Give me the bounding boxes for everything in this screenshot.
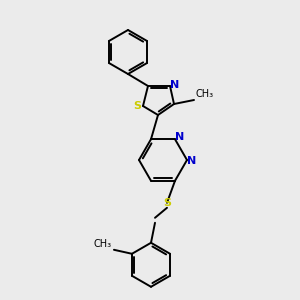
Text: CH₃: CH₃ xyxy=(94,239,112,249)
Text: S: S xyxy=(133,101,141,111)
Text: CH₃: CH₃ xyxy=(195,89,213,99)
Text: S: S xyxy=(163,198,171,208)
Text: N: N xyxy=(170,80,180,90)
Text: N: N xyxy=(176,132,184,142)
Text: N: N xyxy=(188,156,196,166)
